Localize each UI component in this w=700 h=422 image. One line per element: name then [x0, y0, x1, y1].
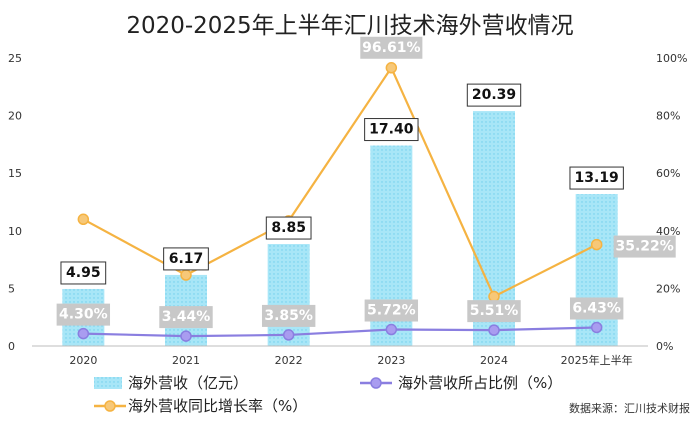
share-value-label-text: 5.72%: [367, 303, 416, 319]
share-value-label-box: [569, 297, 624, 320]
share-value-label-box: [467, 300, 521, 323]
bar-value-labels: 4.95 6.17 8.85 17.40 20.39 13.19: [60, 83, 624, 285]
share-value-label-box: [56, 303, 111, 326]
bar-value-label-text: 6.17: [169, 251, 204, 267]
left-tick-label: 15: [8, 167, 22, 180]
left-tick-label: 20: [8, 110, 22, 123]
x-tick-label: 2025年上半年: [561, 353, 633, 367]
bar-value-label-box: [265, 216, 312, 240]
series-point: [180, 330, 192, 342]
bar-value-label-box: [364, 118, 419, 142]
series-point: [282, 329, 295, 341]
x-tick-label: 2021: [172, 354, 200, 367]
series-point: [77, 213, 90, 226]
growth-value-labels: 96.61% 35.22%: [360, 36, 676, 258]
growth-rate-series: [77, 62, 603, 303]
right-tick-label: 80%: [656, 110, 680, 123]
growth-value-label: 96.61%: [360, 36, 423, 59]
growth-value-label: 35.22%: [613, 235, 676, 258]
x-tick-label: 2022: [275, 354, 303, 367]
right-tick-label: 20%: [656, 282, 680, 295]
bar-value-label-box: [163, 247, 209, 271]
series-point: [590, 321, 603, 334]
share-value-label-text: 3.44%: [162, 309, 211, 325]
bar-value-label-text: 4.95: [66, 265, 101, 281]
right-tick-label: 0%: [656, 340, 673, 353]
bar-value-label: 13.19: [569, 166, 624, 190]
right-y-axis: 0% 20% 40% 60% 80% 100%: [656, 52, 687, 353]
x-axis: 2020 2021 2022 2023 2024 2025年上半年: [32, 345, 648, 367]
bar-value-label-text: 13.19: [575, 170, 619, 186]
series-point: [180, 269, 192, 281]
series-point: [488, 290, 500, 303]
share-ratio-series: [77, 321, 603, 342]
growth-value-label-text: 96.61%: [362, 40, 420, 56]
share-value-label: 3.44%: [159, 306, 213, 329]
chart-title: 2020-2025年上半年汇川技术海外营收情况: [126, 13, 573, 39]
legend-label-share: 海外营收所占比例（%）: [398, 374, 562, 392]
bar-value-label: 17.40: [364, 118, 419, 142]
revenue-bar: [267, 244, 310, 346]
series-line: [83, 326, 597, 338]
series-point: [590, 238, 603, 251]
bar-value-label-text: 8.85: [271, 220, 306, 236]
x-tick-label: 2024: [480, 354, 508, 367]
legend-swatch-revenue: [94, 377, 122, 389]
bar-value-label-box: [60, 261, 107, 285]
series-point: [488, 324, 500, 336]
legend-label-growth: 海外营收同比增长率（%）: [128, 397, 307, 415]
growth-value-label-box: [360, 36, 423, 59]
share-value-label-box: [261, 304, 316, 327]
left-tick-label: 5: [8, 282, 15, 295]
bar-value-label: 8.85: [265, 216, 312, 240]
left-tick-label: 0: [8, 340, 15, 353]
bar-value-label-box: [569, 166, 624, 190]
left-tick-label: 10: [8, 225, 22, 238]
x-tick-label: 2020: [69, 354, 97, 367]
revenue-bars: [62, 111, 618, 346]
share-value-label: 3.85%: [261, 304, 316, 327]
source-note: 数据来源：汇川技术财报: [569, 401, 690, 415]
left-tick-label: 25: [8, 52, 22, 65]
left-y-axis: 0 5 10 15 20 25: [8, 52, 22, 353]
share-value-label: 6.43%: [569, 297, 624, 320]
share-value-label: 5.51%: [467, 300, 521, 323]
right-tick-label: 100%: [656, 52, 687, 65]
x-tick-label: 2023: [377, 354, 405, 367]
series-point: [385, 323, 398, 336]
share-value-label: 4.30%: [56, 303, 111, 326]
legend-swatch-share-marker: [370, 377, 382, 389]
growth-value-label-box: [613, 235, 676, 258]
share-value-label-text: 5.51%: [470, 303, 519, 319]
legend: 海外营收（亿元） 海外营收所占比例（%） 海外营收同比增长率（%）: [94, 374, 562, 415]
share-value-label: 5.72%: [364, 299, 419, 322]
bar-value-label: 4.95: [60, 261, 107, 285]
series-point: [77, 327, 90, 340]
bar-value-label: 20.39: [466, 83, 522, 107]
share-value-label-box: [159, 306, 213, 329]
share-value-labels: 4.30% 3.44% 3.85% 5.72% 5.51% 6.43%: [56, 297, 624, 329]
share-value-label-text: 3.85%: [264, 308, 313, 324]
bar-value-label-box: [466, 83, 522, 107]
growth-value-label-text: 35.22%: [616, 239, 674, 255]
legend-swatch-growth-marker: [104, 400, 116, 412]
share-value-label-text: 4.30%: [59, 307, 108, 323]
bar-value-label: 6.17: [163, 247, 209, 271]
revenue-bar: [575, 194, 618, 346]
series-point: [385, 62, 398, 74]
share-value-label-text: 6.43%: [572, 300, 621, 316]
legend-label-revenue: 海外营收（亿元）: [128, 374, 248, 392]
bar-value-label-text: 20.39: [472, 87, 516, 103]
right-tick-label: 40%: [656, 225, 680, 238]
share-value-label-box: [364, 299, 419, 322]
right-tick-label: 60%: [656, 167, 680, 180]
bar-value-label-text: 17.40: [369, 122, 414, 138]
